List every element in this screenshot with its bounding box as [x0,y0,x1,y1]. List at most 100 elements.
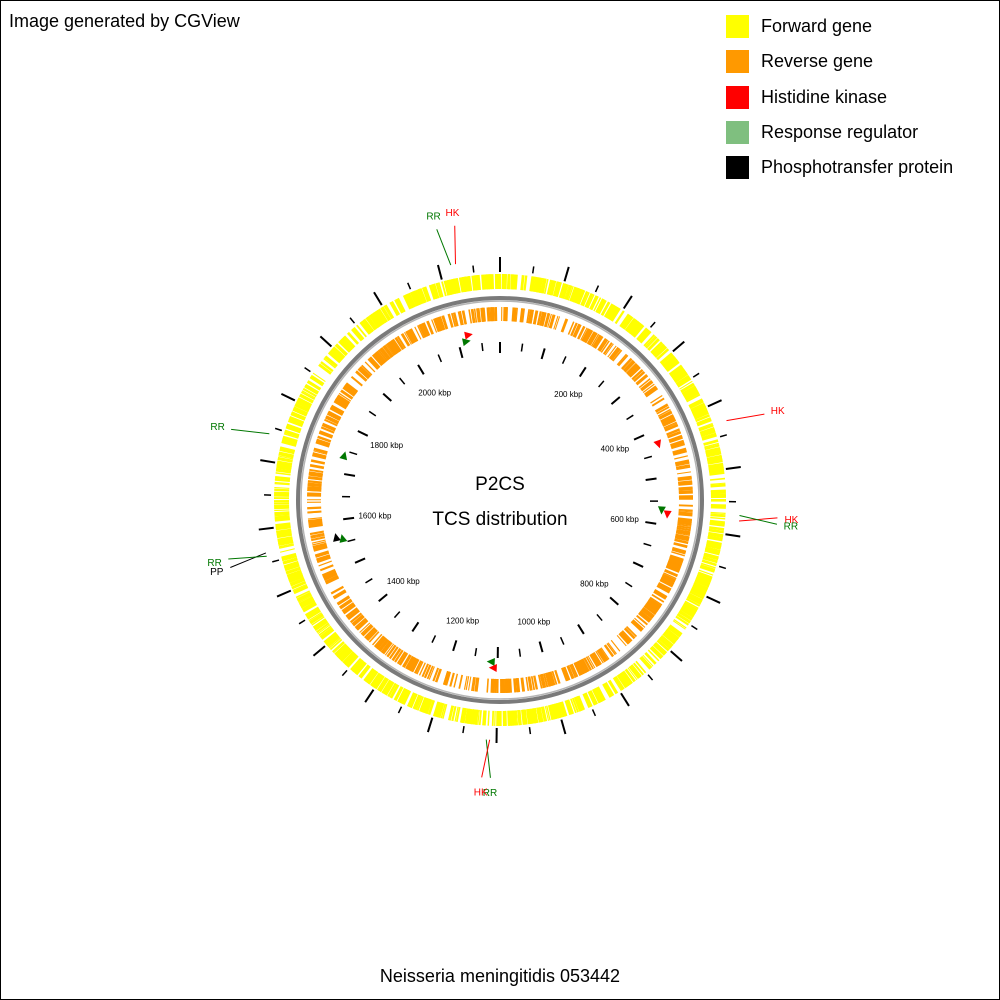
reverse-gene-mark [465,676,470,691]
reverse-gene-mark [421,663,429,678]
forward-gene-mark [324,355,338,367]
forward-gene-mark [699,566,715,573]
forward-gene-mark [274,487,290,489]
reverse-gene-mark [677,475,692,480]
forward-gene-mark [672,369,686,380]
reverse-gene-mark [408,657,418,672]
reverse-gene-mark [623,627,636,640]
forward-gene-mark [532,708,537,724]
forward-gene-mark [473,709,479,725]
forward-gene-mark [603,303,615,319]
reverse-gene-mark [324,574,339,583]
forward-gene-mark [637,328,650,342]
reverse-gene-mark [340,389,354,400]
feature-callout-label: HK [771,406,785,417]
reverse-gene-mark [669,556,684,563]
forward-gene-mark [621,670,633,685]
reverse-gene-mark [513,307,518,322]
forward-gene-mark [684,600,699,610]
forward-gene-mark [305,607,321,619]
forward-gene-mark [649,646,663,660]
forward-gene-mark [468,708,474,725]
reverse-gene-mark [317,556,331,564]
reverse-gene-mark [325,415,340,424]
reverse-gene-mark [450,312,457,327]
reverse-gene-mark [541,312,547,327]
forward-gene-mark [699,427,716,436]
reverse-gene-mark [490,307,495,322]
reverse-gene-mark [417,325,425,339]
forward-gene-mark [454,706,459,722]
reverse-gene-mark [631,369,644,381]
legend-swatch-histidine-kinase [726,85,749,109]
forward-gene-mark [309,375,324,387]
forward-gene-mark [295,402,310,412]
outer-tick [407,282,412,290]
forward-gene-mark [455,706,461,723]
forward-gene-mark [378,677,389,692]
forward-gene-mark [696,572,713,582]
forward-gene-mark [624,668,636,683]
forward-gene-mark [351,658,364,673]
reverse-gene-mark [657,582,672,591]
reverse-gene-mark [310,532,325,538]
reverse-gene-mark [533,675,539,690]
forward-gene-mark [698,422,713,430]
forward-gene-mark [710,490,726,494]
reverse-gene-mark [599,339,609,352]
forward-gene-mark [692,408,708,418]
forward-gene-mark [293,406,308,416]
reverse-gene-mark [638,612,651,623]
outer-tick [312,645,326,657]
reverse-gene-mark [443,671,450,686]
forward-gene-mark [536,707,541,723]
forward-gene-mark [360,321,372,335]
inner-tick [378,593,388,603]
forward-gene-mark [295,401,310,410]
reverse-gene-mark [677,518,692,523]
forward-gene-mark [275,475,291,480]
reverse-gene-mark [663,572,677,580]
reverse-gene-mark [656,406,670,415]
forward-gene-mark [274,511,290,516]
forward-gene-mark [382,680,393,695]
forward-gene-mark [590,295,599,311]
reverse-gene-mark [566,665,575,679]
reverse-gene-mark [418,662,426,676]
forward-gene-mark [665,360,680,373]
forward-gene-mark [544,705,550,721]
forward-gene-mark [274,482,290,486]
forward-gene-mark [661,354,674,365]
reverse-gene-mark [319,430,334,437]
forward-gene-mark [284,564,300,572]
forward-gene-mark [710,482,726,485]
forward-gene-mark [291,411,306,419]
forward-gene-mark [471,709,475,725]
forward-gene-mark [292,583,307,591]
reverse-gene-mark [650,394,663,404]
reverse-gene-mark [380,347,391,360]
reverse-gene-mark [513,678,516,693]
forward-gene-mark [680,383,695,393]
outer-tick [620,692,630,707]
reverse-gene-mark [625,625,638,638]
forward-gene-mark [380,306,391,321]
reverse-gene-mark [600,340,610,353]
reverse-gene-mark [368,631,380,643]
forward-gene-mark [596,686,606,701]
forward-gene-mark [275,522,291,528]
tick-label: 1600 kbp [358,511,391,520]
forward-gene-mark [274,481,290,485]
reverse-gene-mark [646,600,660,611]
forward-gene-mark [411,290,421,306]
forward-gene-mark [536,277,543,293]
forward-gene-mark [275,524,291,530]
reverse-gene-mark [461,310,467,325]
forward-gene-mark [490,274,495,290]
reverse-gene-mark [331,404,345,414]
forward-gene-mark [308,612,322,622]
forward-gene-mark [708,531,724,537]
reverse-gene-mark [357,368,369,380]
forward-gene-mark [589,295,598,310]
forward-gene-mark [710,483,726,488]
